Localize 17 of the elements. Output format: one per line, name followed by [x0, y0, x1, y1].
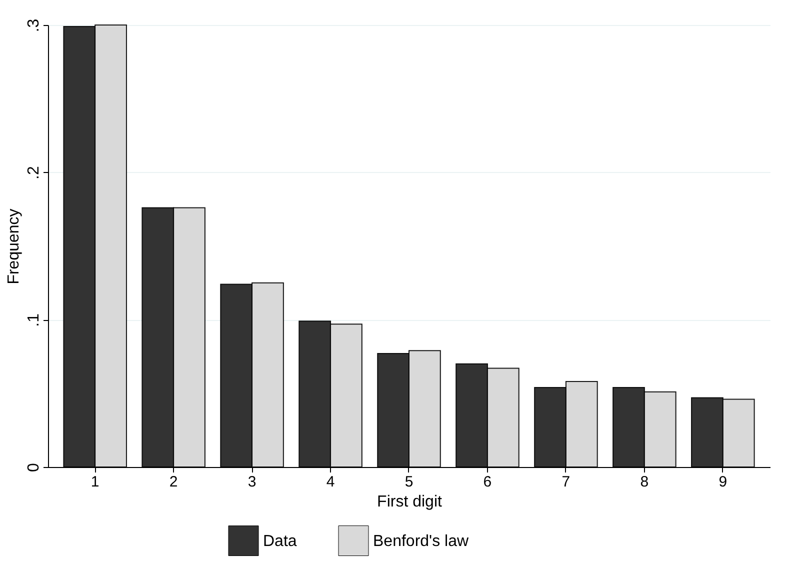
x-tick-label: 7 [562, 474, 570, 490]
legend-label: Data [263, 532, 297, 550]
x-tick-label: 8 [640, 474, 649, 490]
x-tick-label: 1 [90, 474, 100, 490]
x-tick-label: 6 [483, 474, 492, 490]
legend-label: Benford's law [373, 532, 469, 550]
y-axis-title: Frequency [6, 208, 22, 284]
x-tick-label: 2 [169, 474, 178, 490]
x-tick-label: 4 [326, 474, 335, 490]
x-axis-title: First digit [377, 494, 442, 510]
x-tick-label: 3 [248, 474, 256, 490]
x-tick-label: 5 [404, 474, 414, 490]
x-tick-label: 9 [718, 474, 728, 490]
y-tick-label: .3 [26, 18, 42, 32]
y-tick-label: .1 [26, 313, 42, 327]
y-tick-label: 0 [26, 462, 42, 472]
y-tick-label: .2 [26, 166, 42, 180]
